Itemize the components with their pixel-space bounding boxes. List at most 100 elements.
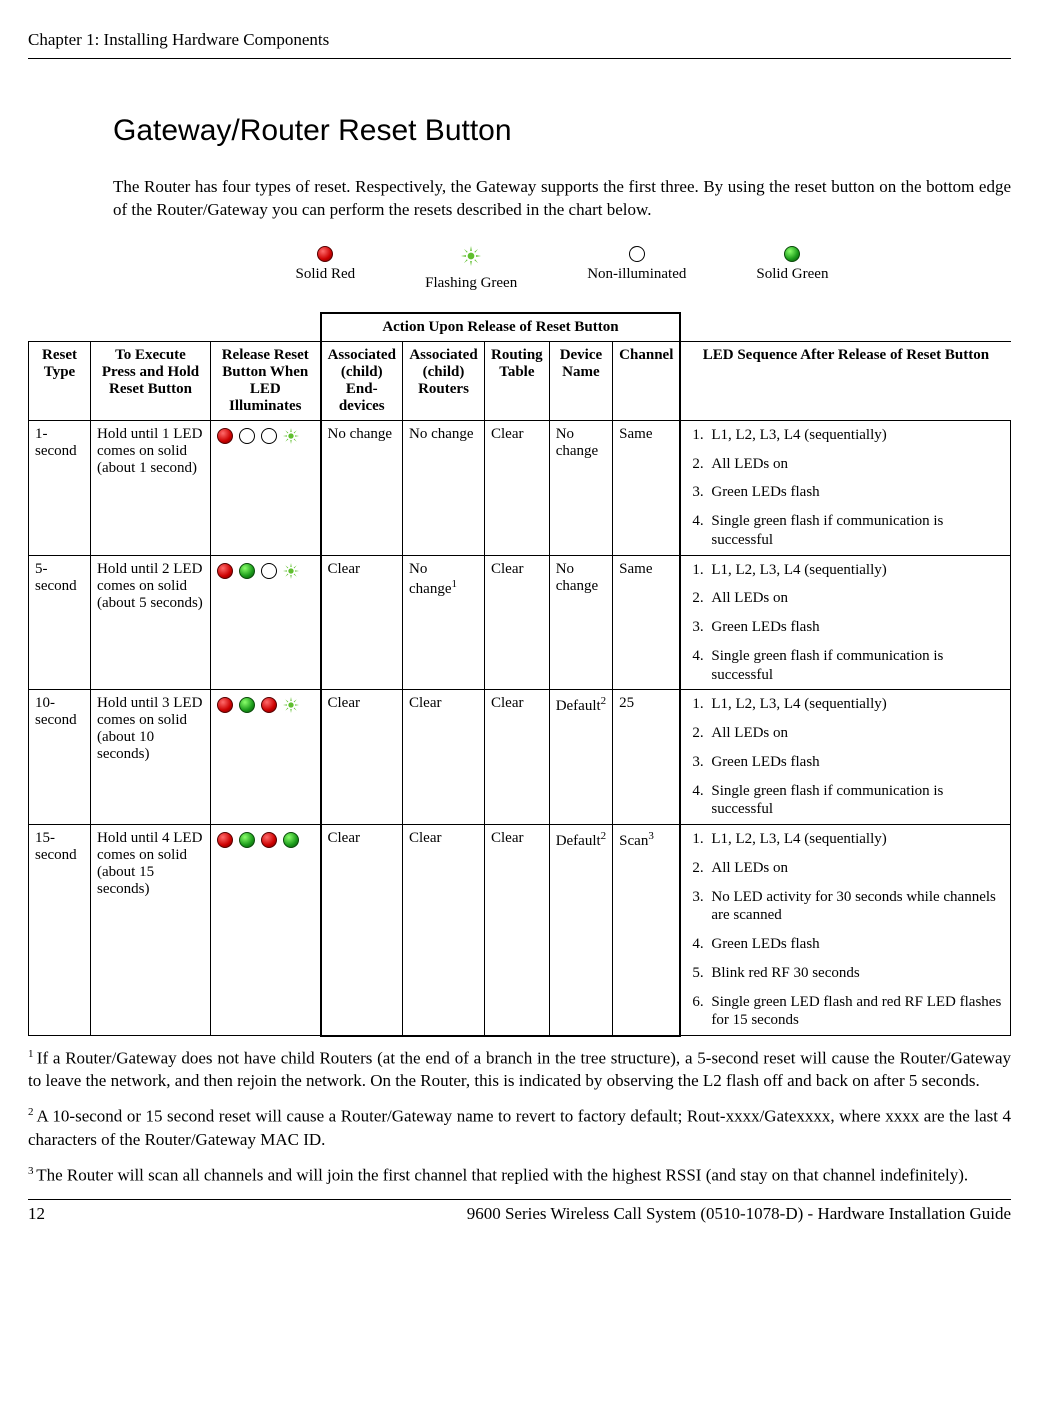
- reset-table: Action Upon Release of Reset Button Rese…: [28, 312, 1011, 1037]
- led-red-icon: [261, 832, 277, 848]
- led-off-icon: [261, 563, 277, 579]
- led-legend: Solid Red Flashing Green Non-illuminated…: [113, 246, 1011, 292]
- section-title: Gateway/Router Reset Button: [113, 114, 1011, 148]
- led-red-icon: [261, 697, 277, 713]
- led-green-icon: [239, 563, 255, 579]
- intro-paragraph: The Router has four types of reset. Resp…: [113, 176, 1011, 222]
- led-green-icon: [239, 697, 255, 713]
- seq-item: All LEDs on: [707, 859, 1004, 878]
- action-header: Action Upon Release of Reset Button: [321, 313, 681, 342]
- cell-reset-type: 15-second: [29, 825, 91, 1036]
- cell-device-name: No change: [549, 555, 612, 690]
- cell-device-name: Default2: [549, 690, 612, 825]
- footnotes: 1 If a Router/Gateway does not have chil…: [28, 1047, 1011, 1188]
- led-green-icon: [239, 832, 255, 848]
- footnote-3: 3 The Router will scan all channels and …: [28, 1164, 1011, 1188]
- flash-green-icon: [283, 563, 299, 579]
- led-red-icon: [217, 832, 233, 848]
- cell-to-execute: Hold until 3 LED comes on solid (about 1…: [91, 690, 211, 825]
- th-channel: Channel: [613, 341, 681, 420]
- cell-channel: Same: [613, 555, 681, 690]
- table-row: 10-secondHold until 3 LED comes on solid…: [29, 690, 1011, 825]
- th-reset-type: Reset Type: [29, 341, 91, 420]
- seq-item: Green LEDs flash: [707, 483, 1004, 502]
- seq-item: Green LEDs flash: [707, 753, 1004, 772]
- th-assoc-routers: Associated (child) Routers: [403, 341, 485, 420]
- legend-label: Non-illuminated: [587, 266, 686, 283]
- seq-item: L1, L2, L3, L4 (sequentially): [707, 830, 1004, 849]
- cell-device-name: Default2: [549, 825, 612, 1036]
- cell-routing-table: Clear: [485, 555, 550, 690]
- led-red-icon: [217, 563, 233, 579]
- cell-routing-table: Clear: [485, 825, 550, 1036]
- seq-item: All LEDs on: [707, 455, 1004, 474]
- legend-flashing-green: Flashing Green: [425, 246, 517, 292]
- seq-item: L1, L2, L3, L4 (sequentially): [707, 426, 1004, 445]
- cell-assoc-routers: Clear: [403, 825, 485, 1036]
- cell-routing-table: Clear: [485, 690, 550, 825]
- cell-channel: Scan3: [613, 825, 681, 1036]
- legend-solid-green: Solid Green: [756, 246, 828, 292]
- seq-item: No LED activity for 30 seconds while cha…: [707, 888, 1004, 926]
- cell-led-pattern: [211, 555, 321, 690]
- cell-led-sequence: L1, L2, L3, L4 (sequentially) All LEDs on…: [680, 420, 1010, 555]
- cell-led-pattern: [211, 690, 321, 825]
- cell-led-pattern: [211, 420, 321, 555]
- th-led-sequence: LED Sequence After Release of Reset Butt…: [680, 341, 1010, 420]
- seq-item: Single green LED flash and red RF LED fl…: [707, 993, 1004, 1031]
- table-row: 1-secondHold until 1 LED comes on solid …: [29, 420, 1011, 555]
- page-footer: 12 9600 Series Wireless Call System (051…: [28, 1204, 1011, 1224]
- cell-led-pattern: [211, 825, 321, 1036]
- cell-led-sequence: L1, L2, L3, L4 (sequentially) All LEDs on…: [680, 690, 1010, 825]
- seq-item: Green LEDs flash: [707, 618, 1004, 637]
- led-green-icon: [784, 246, 800, 262]
- page-number: 12: [28, 1204, 45, 1224]
- cell-assoc-end: Clear: [321, 555, 403, 690]
- cell-assoc-routers: No change: [403, 420, 485, 555]
- th-routing-table: Routing Table: [485, 341, 550, 420]
- cell-reset-type: 1-second: [29, 420, 91, 555]
- table-row: 5-secondHold until 2 LED comes on solid …: [29, 555, 1011, 690]
- th-device-name: Device Name: [549, 341, 612, 420]
- th-release-reset: Release Reset Button When LED Illuminate…: [211, 341, 321, 420]
- led-red-icon: [217, 697, 233, 713]
- th-to-execute: To Execute Press and Hold Reset Button: [91, 341, 211, 420]
- blank-header-cell: [29, 313, 321, 342]
- cell-assoc-routers: No change1: [403, 555, 485, 690]
- seq-item: L1, L2, L3, L4 (sequentially): [707, 561, 1004, 580]
- seq-item: Single green flash if communication is s…: [707, 647, 1004, 685]
- cell-to-execute: Hold until 2 LED comes on solid (about 5…: [91, 555, 211, 690]
- doc-title: 9600 Series Wireless Call System (0510-1…: [467, 1204, 1011, 1224]
- header-rule: [28, 58, 1011, 59]
- flash-green-icon: [283, 428, 299, 444]
- flash-green-icon: [283, 697, 299, 713]
- led-red-icon: [217, 428, 233, 444]
- legend-solid-red: Solid Red: [296, 246, 356, 292]
- footnote-1: 1 If a Router/Gateway does not have chil…: [28, 1047, 1011, 1094]
- cell-assoc-end: Clear: [321, 690, 403, 825]
- cell-assoc-end: Clear: [321, 825, 403, 1036]
- footnote-2: 2 A 10-second or 15 second reset will ca…: [28, 1105, 1011, 1152]
- cell-to-execute: Hold until 4 LED comes on solid (about 1…: [91, 825, 211, 1036]
- th-assoc-end: Associated (child) End-devices: [321, 341, 403, 420]
- led-green-icon: [283, 832, 299, 848]
- cell-to-execute: Hold until 1 LED comes on solid (about 1…: [91, 420, 211, 555]
- led-off-icon: [629, 246, 645, 262]
- cell-channel: Same: [613, 420, 681, 555]
- led-red-icon: [317, 246, 333, 262]
- cell-reset-type: 10-second: [29, 690, 91, 825]
- legend-label: Solid Green: [756, 266, 828, 283]
- led-off-icon: [239, 428, 255, 444]
- cell-channel: 25: [613, 690, 681, 825]
- blank-header-cell: [680, 313, 1010, 342]
- seq-item: All LEDs on: [707, 589, 1004, 608]
- cell-routing-table: Clear: [485, 420, 550, 555]
- seq-item: Single green flash if communication is s…: [707, 512, 1004, 550]
- legend-label: Flashing Green: [425, 275, 517, 292]
- seq-item: Single green flash if communication is s…: [707, 782, 1004, 820]
- cell-led-sequence: L1, L2, L3, L4 (sequentially) All LEDs on…: [680, 825, 1010, 1036]
- seq-item: L1, L2, L3, L4 (sequentially): [707, 695, 1004, 714]
- seq-item: Green LEDs flash: [707, 935, 1004, 954]
- cell-assoc-end: No change: [321, 420, 403, 555]
- seq-item: All LEDs on: [707, 724, 1004, 743]
